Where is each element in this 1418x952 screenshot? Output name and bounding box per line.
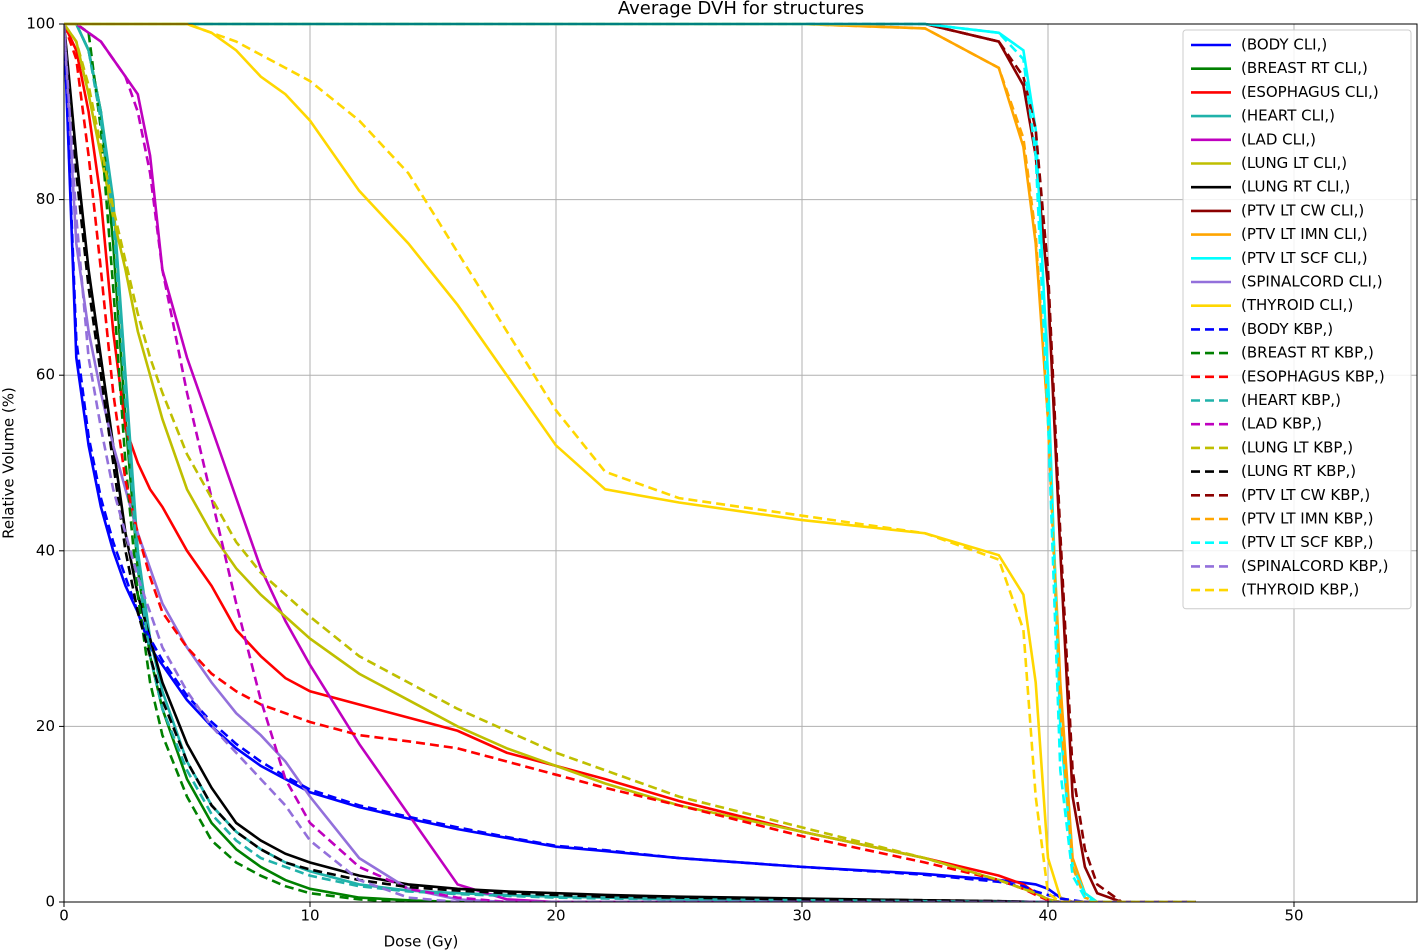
- series-line: [64, 22, 1196, 902]
- x-tick-label: 10: [300, 907, 319, 925]
- legend-label: (LUNG LT CLI,): [1241, 154, 1347, 172]
- legend-label: (PTV LT CW KBP,): [1241, 486, 1370, 504]
- legend-label: (PTV LT CW CLI,): [1241, 201, 1364, 219]
- legend-label: (LUNG RT CLI,): [1241, 178, 1350, 196]
- legend-label: (HEART KBP,): [1241, 391, 1341, 409]
- y-tick-label: 100: [26, 15, 55, 33]
- y-tick-label: 80: [36, 190, 55, 208]
- legend-box: [1182, 29, 1412, 610]
- legend-label: (PTV LT SCF KBP,): [1241, 533, 1374, 551]
- series-line: [64, 23, 1196, 902]
- series-line: [64, 23, 1196, 902]
- x-tick-label: 30: [792, 907, 811, 925]
- y-tick-label: 0: [45, 893, 55, 911]
- y-tick-label: 60: [36, 366, 55, 384]
- legend-label: (BODY CLI,): [1241, 36, 1327, 54]
- series-line: [64, 22, 1196, 902]
- legend-label: (LUNG RT KBP,): [1241, 462, 1356, 480]
- legend-label: (PTV LT SCF CLI,): [1241, 249, 1368, 267]
- y-tick-label: 20: [36, 717, 55, 735]
- series-line: [64, 22, 1196, 902]
- legend-label: (LUNG LT KBP,): [1241, 438, 1353, 456]
- legend-label: (LAD CLI,): [1241, 130, 1316, 148]
- series-line: [64, 23, 1196, 902]
- legend-label: (BREAST RT KBP,): [1241, 344, 1374, 362]
- legend-label: (ESOPHAGUS KBP,): [1241, 367, 1385, 385]
- legend-label: (LAD KBP,): [1241, 415, 1322, 433]
- y-axis-label: Relative Volume (%): [0, 387, 18, 539]
- y-tick-label: 40: [36, 541, 55, 559]
- legend-label: (BODY KBP,): [1241, 320, 1333, 338]
- series-line: [64, 22, 1196, 902]
- series-line: [64, 23, 1196, 902]
- legend-label: (ESOPHAGUS CLI,): [1241, 83, 1379, 101]
- x-tick-label: 20: [546, 907, 565, 925]
- x-tick-label: 50: [1284, 907, 1303, 925]
- series-line: [64, 23, 1196, 902]
- x-axis-label: Dose (Gy): [384, 933, 459, 951]
- legend-label: (PTV LT IMN KBP,): [1241, 510, 1373, 528]
- chart-title: Average DVH for structures: [618, 0, 864, 19]
- legend-label: (THYROID CLI,): [1241, 296, 1353, 314]
- legend-label: (SPINALCORD CLI,): [1241, 273, 1383, 291]
- x-tick-label: 40: [1038, 907, 1057, 925]
- series-line: [64, 22, 1196, 902]
- legend-label: (BREAST RT CLI,): [1241, 59, 1368, 77]
- legend-label: (SPINALCORD KBP,): [1241, 557, 1389, 575]
- legend-label: (HEART CLI,): [1241, 107, 1335, 125]
- legend-label: (PTV LT IMN CLI,): [1241, 225, 1368, 243]
- x-tick-label: 0: [59, 907, 69, 925]
- series-line: [64, 22, 1196, 902]
- plot-frame: [63, 23, 1418, 903]
- legend-label: (THYROID KBP,): [1241, 581, 1359, 599]
